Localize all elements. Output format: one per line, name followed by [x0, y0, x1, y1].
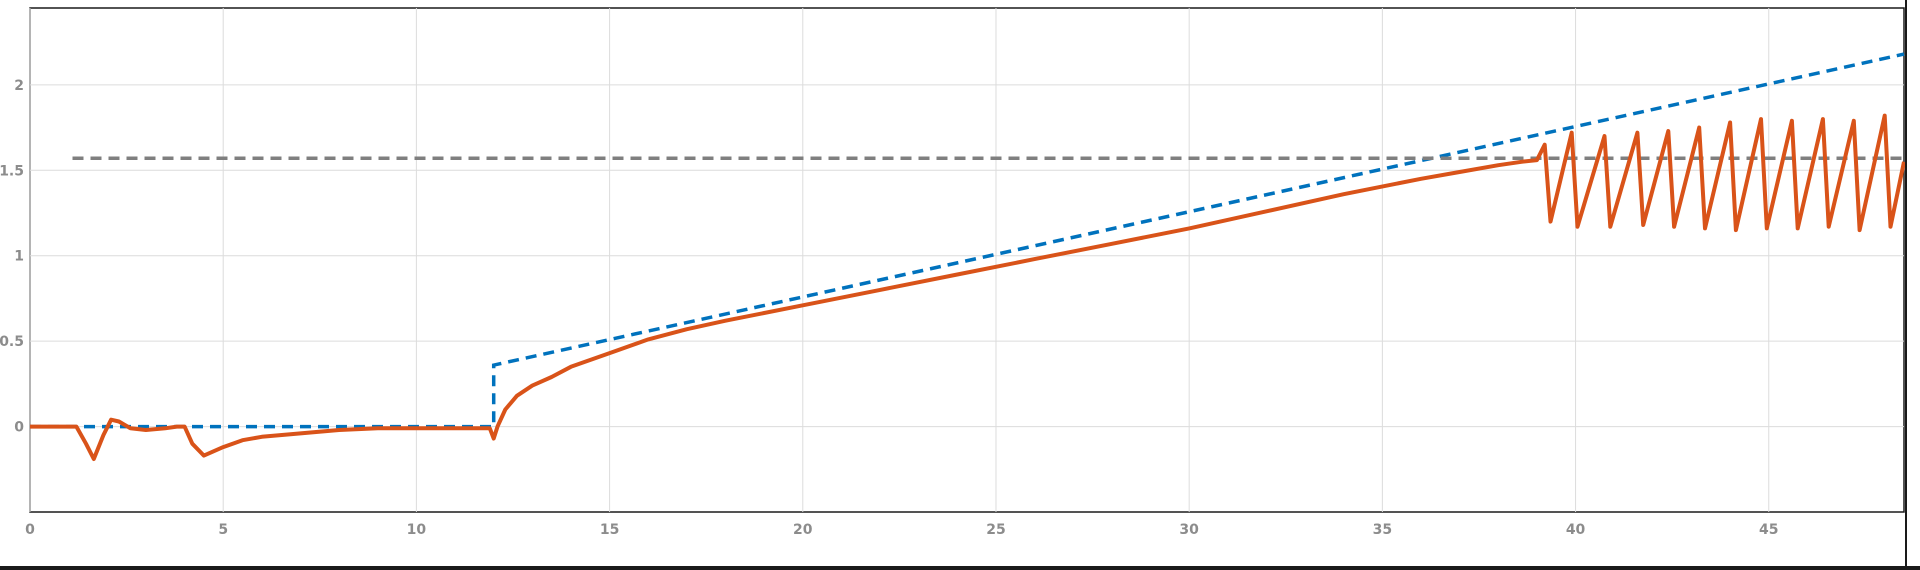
tick-labels: 0 5 10 15 20 25 30 35 40 45 0 0.5 1 1.5 2 — [0, 78, 1779, 538]
x-tick-label: 30 — [1179, 522, 1199, 538]
x-tick-label: 25 — [986, 522, 1005, 538]
x-tick-label: 35 — [1373, 522, 1392, 538]
x-tick-label: 40 — [1566, 522, 1586, 538]
y-tick-label: 0.5 — [0, 334, 24, 350]
x-tick-label: 0 — [25, 522, 35, 538]
x-tick-label: 5 — [218, 522, 228, 538]
series-layer — [30, 52, 1906, 461]
response-line — [30, 113, 1906, 461]
x-tick-label: 10 — [407, 522, 427, 538]
y-tick-label: 1.5 — [0, 163, 24, 179]
x-tick-label: 45 — [1759, 522, 1778, 538]
y-tick-label: 2 — [14, 78, 24, 94]
window-bottom-border — [0, 566, 1920, 570]
reference-line — [30, 52, 1905, 429]
x-tick-label: 20 — [793, 522, 813, 538]
x-tick-label: 15 — [600, 522, 619, 538]
y-tick-label: 1 — [14, 249, 24, 265]
y-tick-label: 0 — [14, 420, 24, 436]
